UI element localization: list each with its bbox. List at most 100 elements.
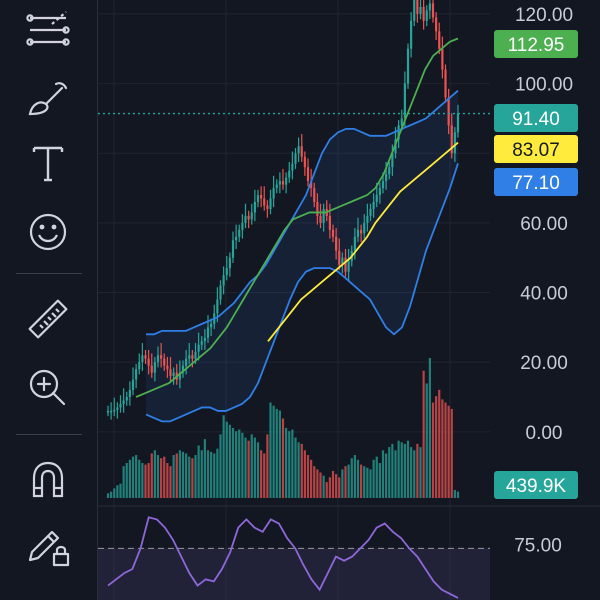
- candle-body: [110, 410, 113, 413]
- price-tick-label: 100.00: [515, 75, 573, 96]
- volume-bar: [416, 443, 419, 498]
- volume-bar: [113, 488, 116, 498]
- candle-body: [219, 285, 222, 300]
- volume-bar: [297, 442, 300, 498]
- candle-body: [341, 257, 344, 265]
- volume-bar: [444, 402, 447, 498]
- volume-bar: [210, 451, 213, 498]
- volume-bar: [172, 455, 175, 498]
- candle-body: [288, 170, 291, 178]
- volume-bar: [150, 453, 153, 498]
- volume-bar: [413, 450, 416, 498]
- volume-bar: [253, 437, 256, 498]
- volume-label-bg: [494, 471, 578, 499]
- candle-body: [372, 201, 375, 209]
- volume-bar: [141, 463, 144, 498]
- ruler-tool-icon[interactable]: [22, 294, 74, 346]
- volume-bar: [422, 370, 425, 498]
- bollinger-lower-label-bg: [494, 168, 578, 196]
- price-chart[interactable]: 120.00100.0080.0060.0040.0020.000.0075.0…: [98, 0, 600, 600]
- candle-body: [194, 351, 197, 359]
- sma-yellow-label: 83.07: [494, 135, 578, 163]
- volume-bar: [119, 483, 122, 498]
- volume-bar: [391, 443, 394, 498]
- candle-body: [447, 97, 450, 126]
- volume-bar: [191, 458, 194, 498]
- bollinger-lower-label: 77.10: [494, 168, 578, 196]
- sma-green-label-bg: [494, 30, 578, 58]
- emoji-tool-icon[interactable]: [22, 206, 74, 258]
- volume-bar: [231, 428, 235, 498]
- brush-tool-icon[interactable]: [22, 74, 74, 126]
- volume-bar: [235, 431, 238, 498]
- candle-body: [456, 113, 460, 133]
- zoom-in-tool-icon[interactable]: [22, 362, 74, 414]
- volume-bar: [406, 440, 410, 498]
- volume-bar: [456, 491, 460, 498]
- volume-bar: [203, 439, 206, 498]
- candle-body: [216, 299, 219, 314]
- candle-body: [328, 215, 331, 230]
- candle-body: [260, 195, 263, 199]
- volume-bar: [325, 482, 328, 498]
- candle-body: [153, 362, 156, 373]
- candle-body: [263, 198, 266, 206]
- volume-bar: [447, 405, 450, 498]
- volume-bar: [294, 437, 297, 498]
- candle-body: [388, 167, 391, 175]
- trend-line-tool-icon[interactable]: [22, 6, 74, 58]
- volume-bar: [375, 456, 378, 498]
- volume-bar: [328, 477, 331, 498]
- volume-bar: [278, 410, 281, 498]
- candle-body: [422, 6, 425, 21]
- bollinger-lower-line: [145, 163, 459, 423]
- candle-body: [303, 156, 306, 168]
- price-axis[interactable]: 120.00100.0080.0060.0040.0020.000.0075.0…: [494, 5, 578, 556]
- candle-body: [119, 403, 122, 408]
- volume-bar: [188, 456, 191, 498]
- candle-body: [406, 48, 410, 84]
- rsi-line: [107, 516, 459, 599]
- candle-body: [428, 3, 431, 11]
- toolbar-divider: [16, 434, 82, 435]
- candle-body: [313, 188, 316, 202]
- volume-bar: [169, 466, 172, 498]
- candle-body: [247, 215, 250, 220]
- bollinger-lower-label-text: 77.10: [512, 173, 560, 194]
- price-tick-label: 0.00: [526, 423, 563, 444]
- volume-bar: [225, 421, 228, 498]
- volume-bar: [438, 389, 441, 498]
- volume-bar: [256, 442, 260, 498]
- volume-bar: [303, 450, 306, 498]
- lock-drawing-tool-icon[interactable]: [22, 520, 74, 572]
- candle-body: [285, 177, 288, 185]
- chart-grid: [98, 0, 600, 600]
- candle-body: [188, 355, 191, 359]
- volume-bar: [116, 485, 119, 498]
- candle-body: [441, 48, 444, 70]
- volume-bar: [363, 466, 366, 498]
- candle-body: [228, 257, 231, 269]
- candle-body: [416, 0, 419, 14]
- candle-body: [185, 358, 188, 366]
- candle-body: [156, 355, 160, 363]
- candle-body: [281, 181, 285, 185]
- candle-body: [191, 355, 194, 359]
- volume-bar: [281, 418, 285, 498]
- candle-body: [128, 390, 131, 398]
- text-tool-icon[interactable]: [22, 138, 74, 190]
- volume-bar: [306, 455, 310, 498]
- volume-bar: [310, 459, 313, 498]
- volume-bar: [250, 434, 253, 498]
- volume-bar: [372, 459, 375, 498]
- volume-bar: [275, 408, 278, 498]
- magnet-tool-icon[interactable]: [22, 454, 74, 506]
- candle-body: [169, 369, 172, 377]
- sma-green-label-text: 112.95: [508, 35, 565, 56]
- volume-bar: [353, 455, 356, 498]
- candle-body: [297, 146, 300, 154]
- volume-bar: [260, 450, 263, 498]
- volume-bar: [241, 432, 244, 498]
- candle-body: [400, 118, 403, 126]
- price-tick-label: 60.00: [520, 214, 568, 235]
